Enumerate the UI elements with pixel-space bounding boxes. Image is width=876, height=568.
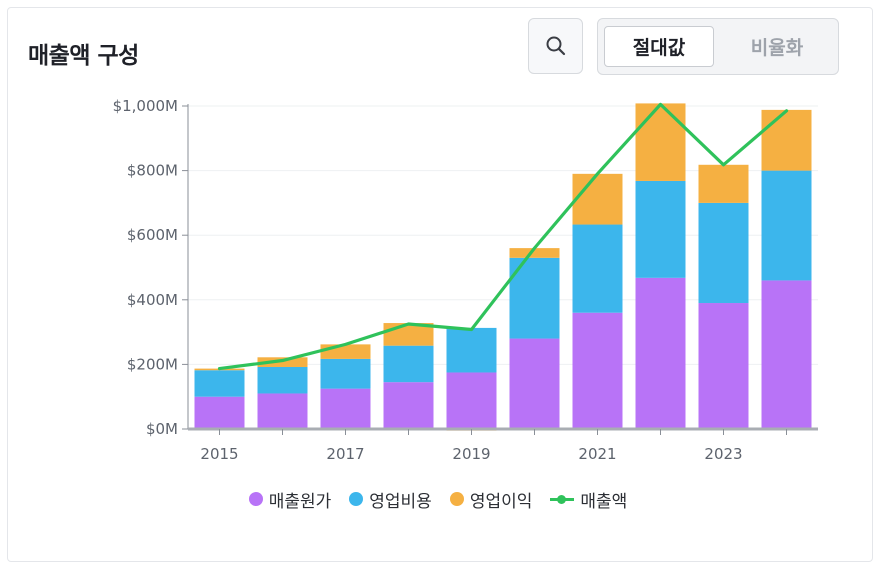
legend-item-cogs[interactable]: 매출원가 bbox=[248, 487, 332, 512]
bar-cogs bbox=[383, 382, 434, 429]
toggle-ratio[interactable]: 비율화 bbox=[750, 37, 804, 59]
legend-dot-icon bbox=[349, 492, 364, 506]
bar-opex bbox=[572, 224, 623, 313]
bar-cogs bbox=[761, 280, 812, 429]
bar-op_income bbox=[509, 248, 560, 258]
y-tick-label: $600M bbox=[127, 226, 178, 244]
revenue-line bbox=[217, 102, 789, 371]
bar-cogs bbox=[698, 303, 749, 429]
bar-cogs bbox=[509, 338, 560, 429]
x-tick-label: 2015 bbox=[200, 445, 238, 463]
bar-op_income bbox=[635, 103, 686, 181]
legend-label: 영업비용 bbox=[369, 491, 432, 512]
legend-label: 영업이익 bbox=[469, 491, 533, 512]
x-tick-label: 2023 bbox=[704, 445, 742, 463]
x-tick-label: 2017 bbox=[326, 445, 364, 463]
bar-op_income bbox=[698, 164, 749, 203]
bar-op_income bbox=[320, 344, 371, 359]
view-mode-toggle: 절대값 비율화 bbox=[597, 18, 839, 75]
bar-op_income bbox=[761, 109, 812, 171]
x-tick-label: 2021 bbox=[578, 445, 616, 463]
y-tick-label: $0M bbox=[146, 420, 178, 438]
bar-opex bbox=[320, 358, 371, 389]
legend-line-icon bbox=[550, 492, 575, 506]
search-button[interactable] bbox=[528, 18, 583, 74]
stacked-bar-chart: $0M $200M $400M $600M $800M $1,000M 2015 2017 20… bbox=[113, 97, 818, 463]
bar-opex bbox=[383, 345, 434, 383]
legend-item-opex[interactable]: 영업비용 bbox=[349, 487, 432, 512]
legend-dot-icon bbox=[248, 492, 263, 506]
y-tick-label: $800M bbox=[127, 162, 178, 180]
bar-op_income bbox=[257, 357, 308, 367]
bar-opex bbox=[761, 170, 812, 281]
bar-cogs bbox=[257, 393, 308, 429]
bar-opex bbox=[446, 327, 497, 373]
bar-opex bbox=[257, 366, 308, 394]
legend-label: 매출원가 bbox=[268, 491, 332, 512]
bar-cogs bbox=[194, 396, 245, 429]
toggle-absolute[interactable]: 절대값 bbox=[604, 26, 714, 67]
bar-op_income bbox=[572, 173, 623, 225]
x-tick-label: 2019 bbox=[452, 445, 490, 463]
y-tick-label: $200M bbox=[127, 355, 178, 373]
bar-cogs bbox=[635, 277, 686, 429]
y-tick-label: $1,000M bbox=[113, 97, 178, 115]
y-tick-label: $400M bbox=[127, 291, 178, 309]
search-icon bbox=[546, 36, 565, 56]
legend-item-op_income[interactable]: 영업이익 bbox=[449, 487, 533, 512]
bar-opex bbox=[698, 202, 749, 304]
legend-label: 매출액 bbox=[580, 491, 628, 512]
bar-cogs bbox=[320, 388, 371, 429]
bar-opex bbox=[635, 180, 686, 278]
legend-item-revenue[interactable]: 매출액 bbox=[550, 487, 627, 512]
bar-cogs bbox=[572, 312, 623, 429]
bar-cogs bbox=[446, 372, 497, 429]
legend-dot-icon bbox=[449, 492, 464, 506]
chart-title: 매출액 구성 bbox=[28, 43, 139, 69]
bar-opex bbox=[194, 370, 245, 397]
chart-legend: 매출원가 영업비용 영업이익 매출액 bbox=[0, 484, 876, 514]
